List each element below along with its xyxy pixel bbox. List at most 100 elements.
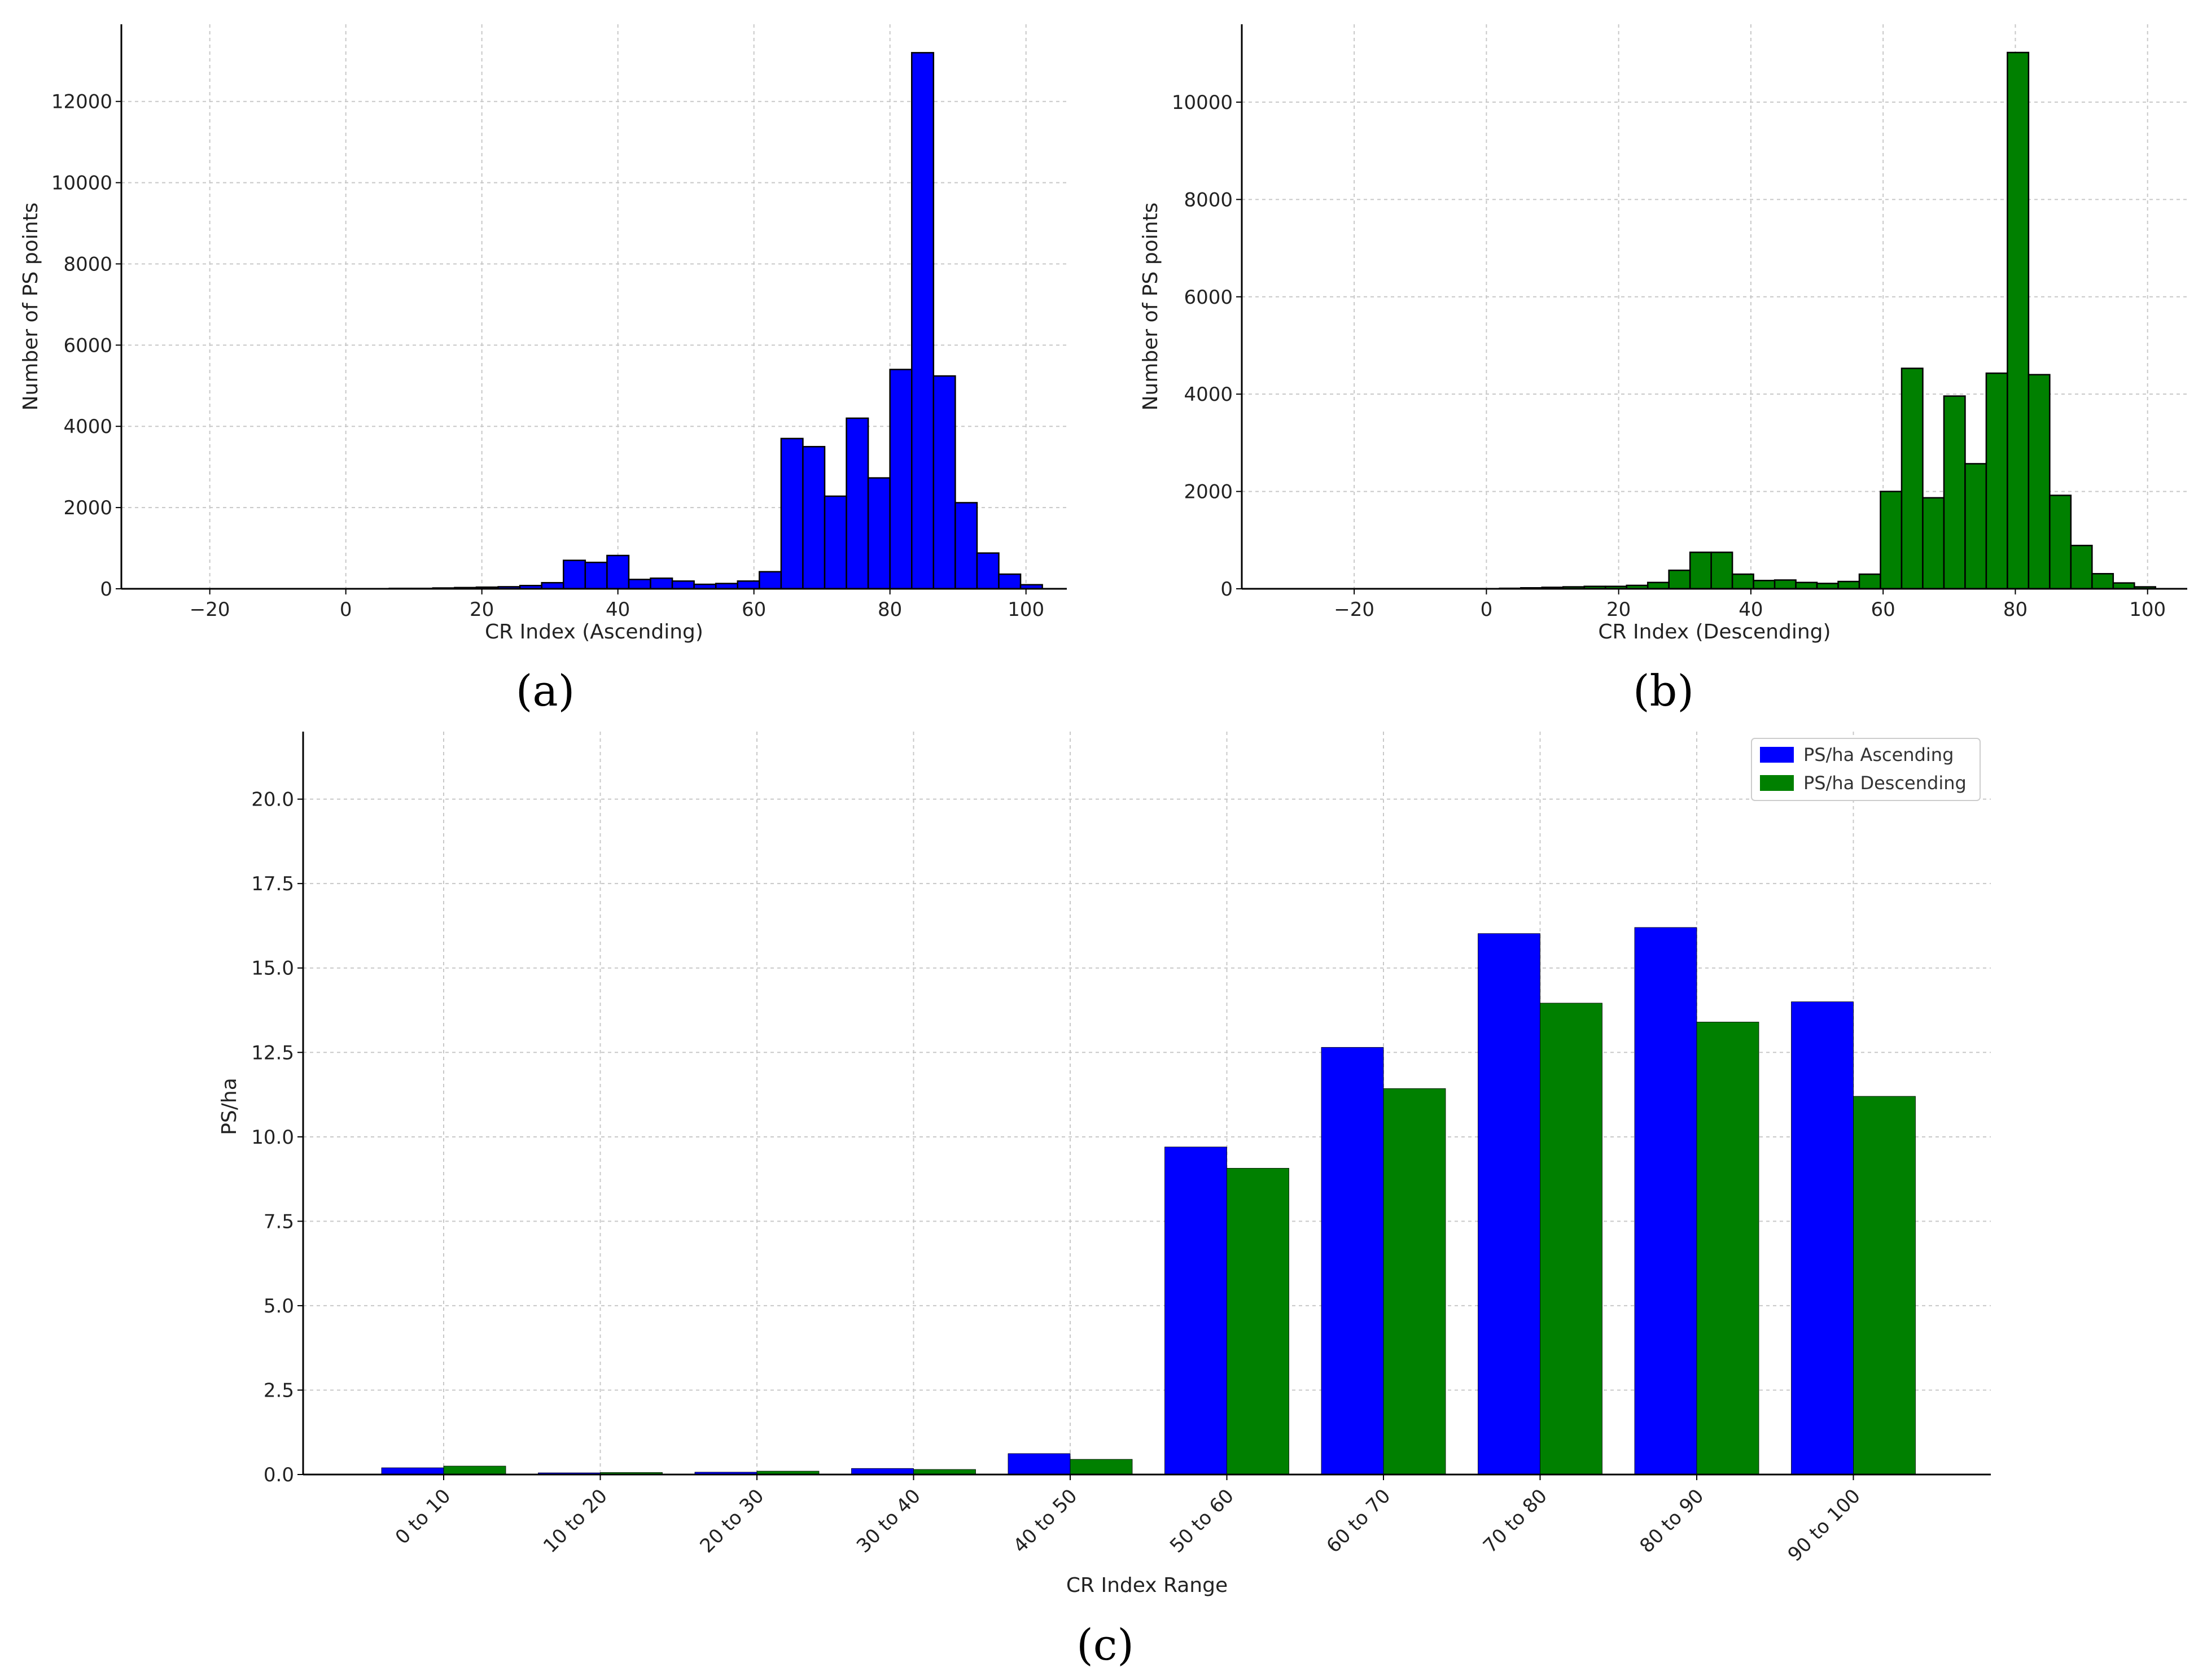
chart-b-x-tick-label: 60 [1871,598,1895,621]
chart-c-bar-ascending [1634,927,1697,1475]
chart-b-histogram-bar [1647,581,1670,590]
chart-c-panel-label: (c) [1076,1620,1134,1670]
chart-b-histogram-bar [1795,581,1818,590]
chart-c-bar-ascending [1791,1001,1854,1475]
chart-b-y-tick-label: 0 [1220,578,1233,601]
chart-c-x-tick-label: 40 to 50 [1009,1485,1081,1558]
chart-a-y-tick-label: 2000 [63,497,112,519]
chart-b-y-tick-label: 10000 [1172,91,1233,114]
chart-b-histogram-bar [1837,580,1860,590]
chart-b-histogram-bar [1901,368,1924,590]
chart-c-bar-ascending [1321,1047,1384,1475]
chart-a-histogram-bar [606,554,630,590]
chart-a-histogram-bar [846,417,869,590]
chart-c-bar-ascending [1164,1147,1227,1475]
chart-a-y-tick-label: 4000 [63,415,112,438]
chart-c-y-axis-title: PS/ha [218,1078,241,1135]
chart-c-bar-descending [1696,1022,1759,1475]
chart-b-histogram-bar [2028,374,2051,590]
chart-a-histogram-bar [541,581,564,590]
chart-c-bar-descending [1227,1168,1289,1475]
chart-c-x-tick-label: 20 to 30 [695,1485,768,1558]
chart-c-bar-ascending [851,1468,914,1475]
chart-a-histogram-bar [563,559,586,590]
chart-c-y-tick-label: 10.0 [251,1126,294,1149]
chart-a-histogram-bar [911,52,935,590]
chart-a-x-tick-label: 100 [1008,598,1044,621]
chart-b-histogram-bar [1774,579,1797,590]
chart-a-x-axis-title: CR Index (Ascending) [485,620,703,644]
chart-c-x-tick-label: 70 to 80 [1479,1485,1552,1558]
chart-b-histogram-bar [1689,552,1712,590]
chart-c-legend-swatch-descending [1760,775,1794,791]
chart-b-y-tick-label: 2000 [1184,481,1233,504]
chart-a-histogram-bar [650,578,673,590]
chart-c-bar-ascending [381,1467,444,1475]
chart-a-x-tick-label: 60 [742,598,766,621]
chart-a-histogram-bar [954,502,978,590]
chart-a-y-tick-label: 10000 [51,172,112,195]
chart-c-x-tick-label: 90 to 100 [1784,1485,1865,1566]
chart-c-x-tick-label: 10 to 20 [539,1485,612,1558]
chart-c-bar-ascending [1478,933,1540,1475]
chart-b-histogram-bar [1964,463,1987,590]
chart-b-histogram-bar [1943,395,1966,590]
chart-c-bar-descending [1540,1003,1602,1475]
chart-b-histogram-bar [1858,573,1881,590]
chart-a-panel-label: (a) [516,666,575,716]
chart-a-x-tick-label: 20 [470,598,494,621]
chart-b-histogram-bar [2049,495,2072,590]
chart-a-histogram-bar [867,477,891,590]
chart-b-histogram-bar [1753,580,1776,590]
chart-c-legend: PS/ha Ascending PS/ha Descending [1751,738,1981,801]
chart-c-x-tick-label: 30 to 40 [852,1485,925,1558]
chart-c-x-tick-label: 80 to 90 [1635,1485,1708,1558]
chart-b-histogram-bar [1880,491,1903,590]
chart-c-bar-chart: 0.0 2.5 5.0 7.5 10.0 12.5 15.0 17.5 20.0 0 to 10 1… [218,732,1991,1670]
chart-b-x-tick-label: 40 [1739,598,1763,621]
chart-b-histogram-bar [1922,497,1945,590]
chart-a-y-axis-title: Number of PS points [19,203,42,411]
chart-c-y-tick-label: 5.0 [264,1295,294,1318]
chart-b-histogram-bar [1985,372,2008,590]
chart-a-histogram-bar [584,561,608,590]
chart-a-x-tick-label: 80 [878,598,902,621]
chart-a-histogram: −20 0 20 40 60 80 100 0 2000 4000 6000 8000 10000 120… [19,24,1067,716]
chart-b-histogram-bar [2007,51,2030,590]
chart-b-x-tick-label: 80 [2003,598,2028,621]
chart-c-legend-box [1751,738,1981,801]
chart-a-y-tick-label: 8000 [63,253,112,275]
chart-c-x-tick-label: 60 to 70 [1322,1485,1395,1558]
chart-c-x-tick-label: 0 to 10 [391,1485,456,1549]
chart-c-y-tick-label: 7.5 [264,1210,294,1233]
chart-c-y-tick-label: 20.0 [251,789,294,811]
chart-c-y-tick-label: 12.5 [251,1042,294,1064]
chart-c-bar-ascending [1008,1453,1071,1475]
chart-a-histogram-bar [802,445,826,590]
chart-c-x-tick-label: 50 to 60 [1166,1485,1238,1558]
chart-c-bar-descending [1383,1088,1446,1475]
chart-b-histogram-bar [1668,569,1691,590]
chart-a-histogram-bar [824,495,847,590]
chart-a-y-tick-label: 6000 [63,334,112,357]
chart-a-histogram-bar [628,579,651,590]
chart-b-x-tick-label: 20 [1606,598,1631,621]
chart-c-legend-label-ascending: PS/ha Ascending [1803,744,1954,765]
chart-c-y-tick-label: 0.0 [264,1464,294,1486]
chart-b-y-tick-label: 4000 [1184,383,1233,406]
chart-b-histogram-bar [2112,582,2135,590]
chart-b-x-axis-title: CR Index (Descending) [1598,620,1831,644]
chart-a-histogram-bar [932,375,956,590]
chart-b-histogram-bar [1731,573,1754,590]
chart-c-bar-descending [443,1465,506,1475]
chart-b-x-tick-label: −20 [1334,598,1374,621]
chart-b-histogram-bar [2070,545,2093,590]
chart-a-x-tick-label: 0 [340,598,352,621]
chart-c-bar-descending [1853,1096,1916,1475]
chart-c-y-tick-label: 17.5 [251,873,294,895]
chart-a-histogram-bar [976,552,1000,590]
chart-a-y-tick-label: 0 [100,578,112,601]
chart-b-x-tick-label: 100 [2129,598,2166,621]
chart-a-histogram-bar [737,580,760,590]
